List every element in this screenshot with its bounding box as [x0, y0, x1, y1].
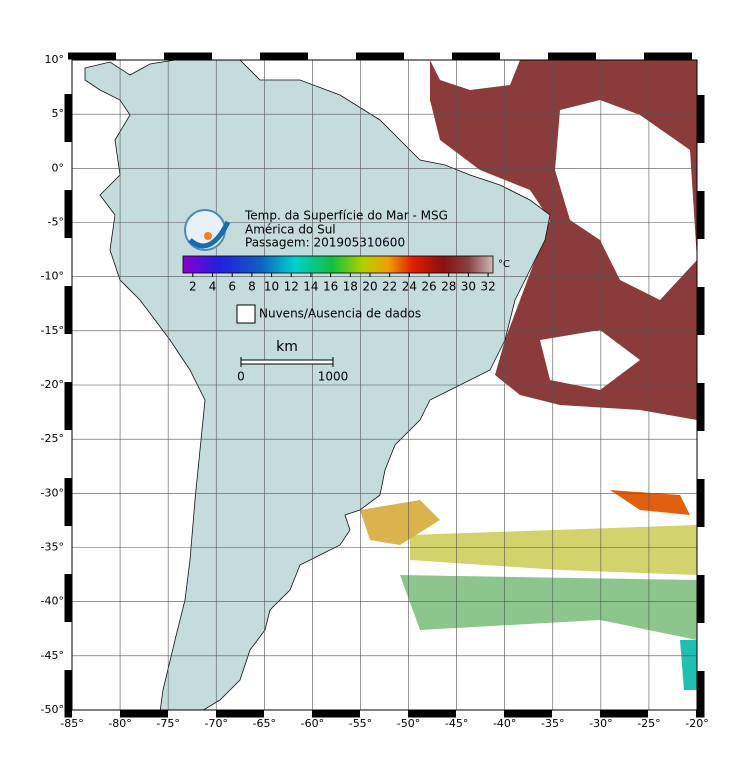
colorbar-tick-label: 20 [362, 280, 377, 294]
grid [72, 60, 697, 710]
y-tick-label: -40° [41, 595, 64, 608]
frame [71, 59, 698, 711]
x-tick-label: -60° [301, 717, 324, 730]
y-tick-label: -30° [41, 486, 64, 499]
y-tick-label: -45° [41, 649, 64, 662]
scale-tick-label: 1000 [318, 370, 349, 384]
x-tick-label: -30° [589, 717, 612, 730]
colorbar-tick-label: 22 [382, 280, 397, 294]
x-tick-label: -85° [60, 717, 83, 730]
x-tick-label: -35° [541, 717, 564, 730]
sst-south [410, 525, 697, 575]
map-area [72, 60, 697, 710]
colorbar-tick-label: 12 [284, 280, 299, 294]
cloud [540, 330, 640, 390]
y-tick-label: -5° [48, 216, 64, 229]
x-tick-label: -80° [108, 717, 131, 730]
sst-south [400, 575, 697, 640]
colorbar-tick-label: 8 [248, 280, 256, 294]
region: América do Sul [245, 223, 336, 237]
x-tick-label: -25° [637, 717, 660, 730]
colorbar-unit: °C [498, 259, 510, 270]
y-tick-label: 5° [52, 107, 65, 120]
pass: Passagem: 201905310600 [245, 236, 405, 250]
colorbar-tick-label: 10 [264, 280, 279, 294]
colorbar-tick-label: 2 [189, 280, 197, 294]
y-tick-label: 10° [45, 53, 65, 66]
colorbar-tick-label: 14 [303, 280, 318, 294]
y-tick-label: -25° [41, 432, 64, 445]
colorbar-tick-label: 28 [441, 280, 456, 294]
logo [184, 209, 231, 251]
x-tick-label: -75° [156, 717, 179, 730]
colorbar-tick-label: 30 [461, 280, 476, 294]
x-tick-label: -55° [349, 717, 372, 730]
legend-label: Nuvens/Ausencia de dados [259, 307, 421, 321]
scale-bar [240, 359, 334, 365]
y-tick-label: -35° [41, 541, 64, 554]
scale-tick-label: 0 [237, 370, 245, 384]
colorbar-tick-label: 16 [323, 280, 338, 294]
y-tick-label: -15° [41, 324, 64, 337]
title: Temp. da Superfície do Mar - MSG [244, 209, 448, 223]
x-tick-label: -65° [253, 717, 276, 730]
legend-swatch [236, 304, 256, 324]
sst-south [680, 640, 697, 690]
y-tick-label: -50° [41, 703, 64, 716]
y-tick-label: -10° [41, 270, 64, 283]
x-tick-label: -50° [397, 717, 420, 730]
x-tick-label: -20° [685, 717, 708, 730]
y-tick-label: -20° [41, 378, 64, 391]
x-tick-label: -70° [204, 717, 227, 730]
scale-unit: km [276, 339, 298, 355]
colorbar-tick-label: 24 [402, 280, 417, 294]
sst-south [610, 490, 690, 515]
sst-south [360, 500, 440, 545]
x-tick-label: -40° [493, 717, 516, 730]
colorbar-tick-label: 26 [421, 280, 436, 294]
colorbar [182, 255, 494, 274]
frame-border [64, 52, 705, 718]
cloud [430, 60, 520, 90]
x-tick-label: -45° [445, 717, 468, 730]
colorbar-tick-label: 18 [343, 280, 358, 294]
y-tick-label: 0° [52, 161, 65, 174]
colorbar-tick-label: 4 [209, 280, 217, 294]
colorbar-tick-label: 32 [480, 280, 495, 294]
colorbar-tick-label: 6 [228, 280, 236, 294]
cloud [555, 100, 697, 300]
